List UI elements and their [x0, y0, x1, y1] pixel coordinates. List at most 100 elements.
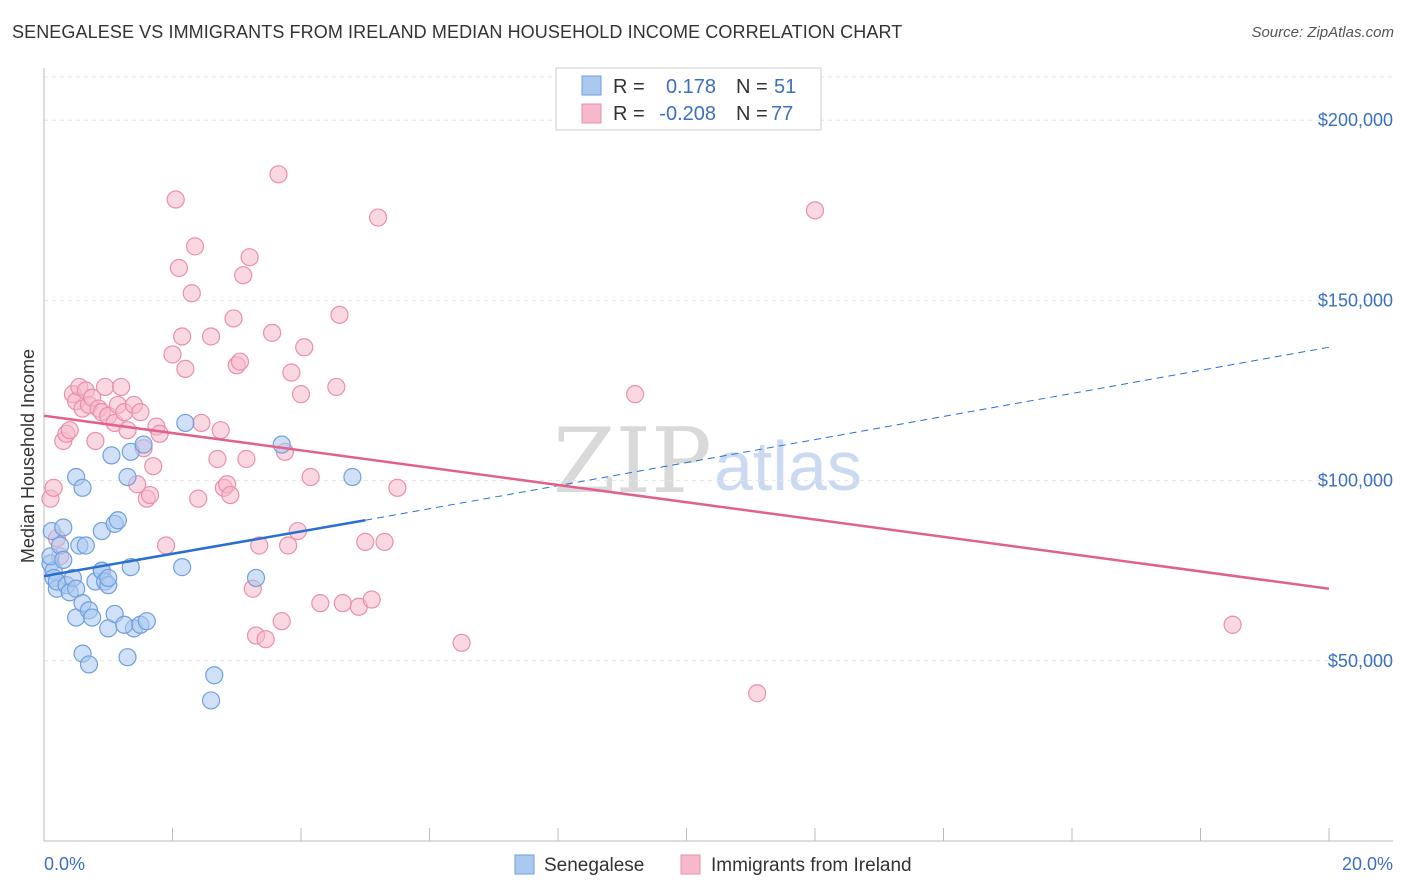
ireland-point-52	[234, 266, 253, 285]
ireland-point-83	[1223, 615, 1242, 634]
legend-r-value-2: -0.208	[659, 103, 716, 125]
trend-lines	[43, 346, 1330, 590]
ireland-point-30	[144, 457, 163, 476]
ireland-point-60	[269, 165, 288, 184]
ireland-point-43	[201, 327, 221, 346]
ireland-point-78	[388, 478, 407, 497]
y-tick-label-1: $100,000	[1318, 471, 1393, 491]
ireland-trend-line	[43, 414, 1330, 590]
ireland-point-53	[237, 449, 256, 469]
legend-r-label-1: R =	[613, 76, 645, 98]
senegalese-point-20	[76, 536, 95, 555]
ireland-point-14	[86, 431, 105, 451]
ireland-point-67	[295, 338, 314, 357]
legend-n-value-2: 77	[771, 103, 793, 125]
senegalese-point-44	[137, 612, 156, 631]
x-tick-label-min: 0.0%	[44, 854, 85, 874]
senegalese-point-9	[54, 550, 73, 570]
bottom-legend: Senegalese Immigrants from Ireland	[514, 854, 912, 876]
ireland-point-1	[44, 478, 63, 497]
ireland-point-41	[189, 489, 208, 508]
ireland-point-42	[192, 413, 211, 433]
ireland-point-37	[173, 327, 192, 346]
senegalese-point-48	[205, 666, 224, 685]
ireland-point-70	[327, 377, 346, 397]
x-tick-label-max: 20.0%	[1342, 854, 1393, 874]
ireland-point-34	[163, 345, 182, 364]
senegalese-point-51	[343, 467, 362, 487]
ireland-point-71	[330, 305, 349, 324]
senegalese-point-31	[102, 446, 121, 465]
watermark-zip: ZIP	[553, 409, 712, 514]
ireland-point-77	[375, 532, 394, 551]
legend-box: R = 0.178 N = 51 R = -0.208 N = 77	[555, 67, 822, 131]
ireland-point-38	[176, 359, 195, 379]
ireland-point-80	[625, 385, 645, 404]
ireland-point-48	[221, 485, 240, 505]
senegalese-point-49	[246, 568, 266, 588]
ireland-point-59	[262, 323, 282, 342]
senegalese-trend-line	[43, 519, 366, 578]
senegalese-point-39	[115, 615, 134, 634]
ireland-point-33	[156, 536, 176, 555]
legend-r-value-1: 0.178	[666, 76, 716, 98]
ireland-point-68	[301, 467, 320, 487]
senegalese-point-38	[108, 511, 127, 530]
ireland-point-49	[224, 309, 243, 328]
senegalese-point-34	[99, 568, 118, 588]
gridlines	[44, 76, 1393, 662]
series-senegalese-points	[41, 413, 362, 710]
legend-n-label-1: N =	[736, 76, 768, 98]
series-ireland-points	[41, 165, 1242, 703]
bottom-legend-label-senegalese: Senegalese	[544, 855, 644, 876]
y-axis-tick-labels: $50,000 $100,000 $150,000 $200,000	[1318, 110, 1393, 671]
watermark-atlas: atlas	[714, 427, 862, 505]
ireland-point-64	[282, 363, 301, 382]
senegalese-point-50	[272, 435, 291, 454]
ireland-point-72	[333, 594, 352, 613]
senegalese-point-43	[134, 435, 153, 454]
ireland-point-81	[748, 684, 767, 703]
ireland-point-57	[250, 536, 269, 555]
y-tick-label-0: $50,000	[1328, 651, 1393, 671]
ireland-point-40	[185, 237, 205, 256]
senegalese-point-35	[118, 467, 137, 487]
ireland-point-74	[356, 532, 375, 551]
ireland-point-58	[256, 630, 275, 649]
ireland-point-36	[169, 258, 189, 278]
senegalese-point-21	[79, 655, 99, 674]
ireland-point-82	[805, 201, 825, 220]
senegalese-point-23	[83, 608, 102, 627]
y-tick-label-3: $200,000	[1318, 110, 1393, 130]
ireland-point-44	[208, 449, 227, 469]
ireland-point-75	[362, 590, 381, 609]
ireland-point-61	[272, 612, 291, 631]
bottom-legend-label-ireland: Immigrants from Ireland	[711, 855, 912, 876]
ireland-point-66	[291, 385, 311, 404]
ireland-point-35	[166, 190, 185, 209]
ireland-point-79	[452, 633, 471, 652]
ireland-point-29	[140, 485, 160, 505]
bottom-legend-swatch-ireland	[680, 854, 701, 875]
legend-n-value-1: 51	[774, 76, 796, 98]
ireland-point-63	[279, 536, 298, 555]
chart-source: Source: ZipAtlas.com	[1251, 24, 1394, 41]
y-axis-label: Median Household Income	[18, 349, 38, 563]
ireland-point-21	[111, 377, 131, 397]
x-axis-ticks	[43, 828, 1330, 841]
ireland-point-23	[118, 421, 137, 440]
ireland-point-69	[311, 594, 330, 613]
ireland-point-54	[240, 248, 259, 267]
ireland-point-45	[211, 421, 230, 440]
bottom-legend-swatch-senegalese	[514, 854, 535, 875]
legend-swatch-ireland	[581, 103, 602, 124]
ireland-point-51	[230, 352, 250, 371]
senegalese-point-45	[173, 558, 192, 577]
ireland-point-26	[131, 403, 150, 422]
chart-title: SENEGALESE VS IMMIGRANTS FROM IRELAND ME…	[12, 22, 903, 42]
ireland-point-76	[369, 208, 388, 227]
ireland-point-32	[150, 424, 169, 443]
senegalese-point-8	[54, 518, 73, 537]
senegalese-point-19	[73, 478, 92, 497]
